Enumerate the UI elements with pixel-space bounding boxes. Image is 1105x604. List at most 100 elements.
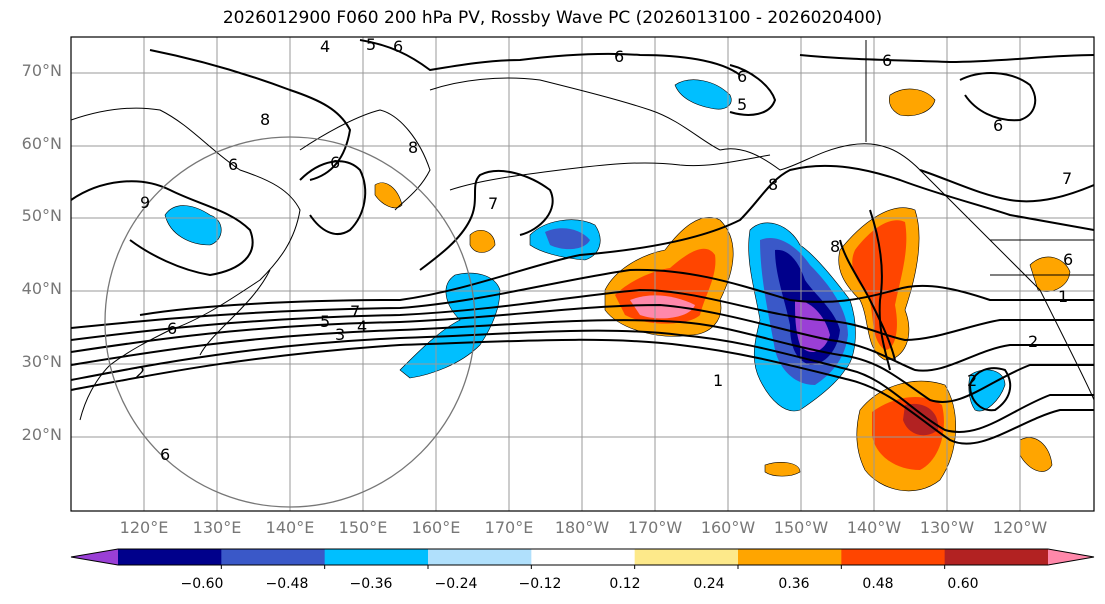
contour-label: 6 xyxy=(330,153,340,172)
contour-label: 7 xyxy=(1062,169,1072,188)
pv-contour-3 xyxy=(71,319,1094,403)
contour-label: 8 xyxy=(830,237,840,256)
contour-label: 8 xyxy=(408,138,418,157)
contour-label: 6 xyxy=(167,319,177,338)
pv-contour-16 xyxy=(839,239,896,361)
bering-coast xyxy=(429,77,721,151)
contour-label: 5 xyxy=(366,35,376,54)
plot-frame xyxy=(70,36,1095,512)
pv-contour-18 xyxy=(919,169,1094,203)
lat-label: 50°N xyxy=(21,206,62,225)
contour-label: 2 xyxy=(967,371,977,390)
lon-label: 140°E xyxy=(265,518,315,537)
colorbar-segment xyxy=(841,549,946,565)
colorbar-segment xyxy=(944,549,1049,565)
lon-label: 120°E xyxy=(119,518,169,537)
lon-label: 180°W xyxy=(554,518,610,537)
lat-label: 40°N xyxy=(21,279,62,298)
contour-label: 4 xyxy=(357,317,367,336)
contour-label: 2 xyxy=(135,363,145,382)
contour-label: 3 xyxy=(335,325,345,344)
contour-label: 8 xyxy=(768,175,778,194)
colorbar-tick-label: 0.24 xyxy=(693,576,725,592)
colorbar-tick-label: 0.48 xyxy=(862,576,894,592)
colorbar-tick-label: 0.12 xyxy=(609,576,641,592)
lon-label: 160°E xyxy=(411,518,461,537)
negative-anomaly-nw-core xyxy=(545,228,590,250)
pv-contour-6 xyxy=(71,268,1094,329)
contour-label: 1 xyxy=(713,371,723,390)
colorbar-segment xyxy=(324,549,429,565)
lon-label: 130°E xyxy=(192,518,242,537)
pv-contour-19 xyxy=(968,367,1012,412)
colorbar-extend-max xyxy=(1048,549,1094,565)
contour-label: 8 xyxy=(260,110,270,129)
contour-label: 6 xyxy=(228,155,238,174)
positive-anomaly-small-3 xyxy=(764,462,801,477)
pv-contour-15 xyxy=(959,72,1037,122)
contour-label: 6 xyxy=(160,445,170,464)
colorbar-segment xyxy=(738,549,842,565)
contour-label: 4 xyxy=(320,37,330,56)
pv-contour-5 xyxy=(71,288,1094,342)
lon-label: 160°W xyxy=(700,518,756,537)
pv-contour-8 xyxy=(419,170,554,271)
contour-label: 6 xyxy=(393,37,403,56)
contour-label: 7 xyxy=(350,302,360,321)
kamchatka-coast xyxy=(299,109,431,211)
contour-label: 6 xyxy=(614,47,624,66)
negative-anomaly-alaska xyxy=(674,79,732,110)
domain-circle xyxy=(104,136,476,508)
lon-label: 170°W xyxy=(627,518,683,537)
pv-contour-9 xyxy=(299,160,367,235)
pv-contour-1 xyxy=(71,338,1094,445)
lon-label: 150°W xyxy=(773,518,829,537)
contour-label: 9 xyxy=(140,193,150,212)
us-coast xyxy=(1039,289,1094,401)
colorbar-tick-label: −0.48 xyxy=(265,576,309,592)
positive-anomaly-small-4 xyxy=(1019,437,1053,472)
contour-label: 5 xyxy=(737,95,747,114)
map-grid xyxy=(71,37,1094,511)
alaska-coast xyxy=(719,143,1041,291)
contour-label: 1 xyxy=(1058,287,1068,306)
positive-anomaly-small-2 xyxy=(374,182,403,209)
contour-label: 6 xyxy=(1063,250,1073,269)
colorbar-tick-label: 0.60 xyxy=(947,576,979,592)
colorbar-tick-label: 0.36 xyxy=(778,576,810,592)
pv-contour-7 xyxy=(139,164,1094,316)
pv-contour-2 xyxy=(71,329,1094,433)
colorbar xyxy=(70,548,1095,569)
lat-label: 70°N xyxy=(21,61,62,80)
positive-anomaly-ridge-core xyxy=(852,220,907,350)
colorbar-tick-label: −0.36 xyxy=(349,576,393,592)
map-title: 2026012900 F060 200 hPa PV, Rossby Wave … xyxy=(222,8,883,28)
contour-label: 6 xyxy=(882,51,892,70)
colorbar-segment xyxy=(118,549,222,565)
pv-contour-4 xyxy=(71,303,1094,372)
contour-label: 5 xyxy=(320,312,330,331)
positive-anomaly-canada xyxy=(889,88,936,117)
contour-label: 7 xyxy=(488,194,498,213)
pv-contours xyxy=(71,39,1094,445)
lon-label: 140°W xyxy=(846,518,902,537)
pv-contour-14 xyxy=(799,54,1094,64)
anomaly-shading xyxy=(164,79,1071,492)
colorbar-extend-min xyxy=(71,549,118,565)
contour-label: 2 xyxy=(1028,332,1038,351)
colorbar-tick-label: −0.24 xyxy=(434,576,478,592)
colorbar-outline xyxy=(70,548,1095,566)
colorbar-segment xyxy=(221,549,326,565)
pv-contour-13 xyxy=(729,64,777,116)
pv-contour-11 xyxy=(149,49,352,181)
negative-anomaly-east xyxy=(968,369,1006,412)
lon-label: 170°E xyxy=(484,518,534,537)
contour-label: 6 xyxy=(737,67,747,86)
negative-anomaly-siberia xyxy=(164,205,222,246)
pv-contour-12 xyxy=(359,39,741,76)
aleutian-chain xyxy=(449,154,771,191)
pv-contour-10 xyxy=(71,180,254,277)
lat-label: 20°N xyxy=(21,425,62,444)
positive-anomaly-small-1 xyxy=(469,230,496,253)
